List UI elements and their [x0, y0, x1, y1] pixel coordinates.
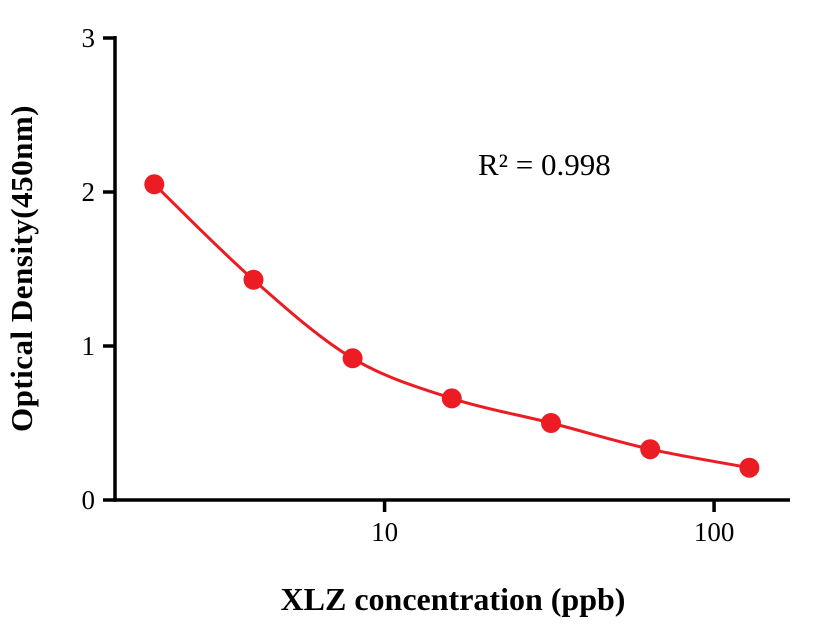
x-axis-title: XLZ concentration (ppb): [280, 581, 626, 617]
y-tick-label: 0: [82, 485, 96, 515]
y-tick-label: 3: [82, 23, 96, 53]
y-axis-title-wrap: Optical Density(450nm): [4, 36, 40, 502]
r-squared-annotation: R² = 0.998: [478, 147, 611, 182]
x-tick-label: 10: [371, 517, 398, 547]
data-point: [243, 269, 264, 290]
data-point: [739, 457, 760, 478]
data-point: [144, 174, 165, 195]
data-point: [640, 439, 661, 460]
x-tick-label: 100: [694, 517, 735, 547]
y-axis-title: Optical Density(450nm): [4, 105, 39, 433]
fit-curve: [153, 183, 750, 470]
y-tick-label: 1: [82, 331, 96, 361]
data-point: [342, 348, 363, 369]
y-tick-label: 2: [82, 177, 96, 207]
data-point: [541, 413, 561, 433]
data-point: [441, 388, 462, 409]
